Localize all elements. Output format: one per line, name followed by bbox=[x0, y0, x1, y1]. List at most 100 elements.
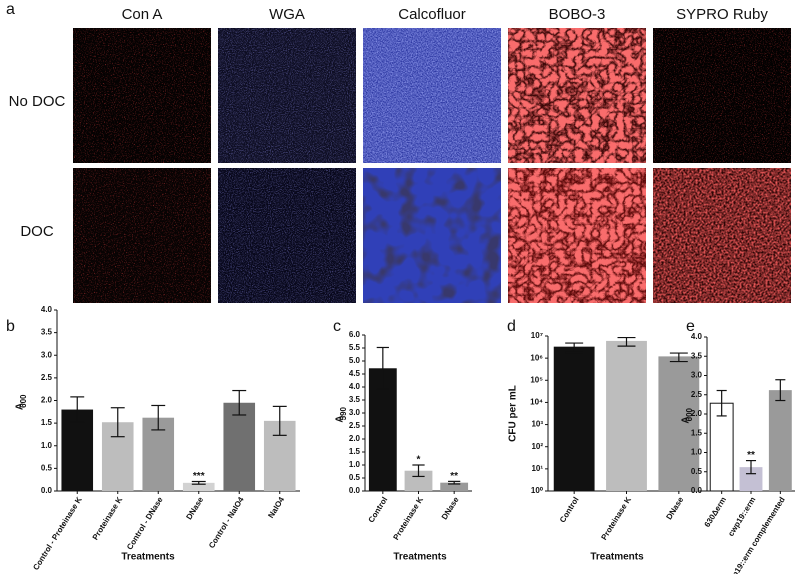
significance: * bbox=[417, 455, 421, 466]
bar bbox=[440, 482, 469, 491]
y-tick-label: 4.0 bbox=[41, 305, 53, 314]
bar bbox=[658, 356, 700, 491]
micrograph-texture bbox=[508, 28, 646, 163]
bar bbox=[182, 482, 215, 491]
error-bar bbox=[617, 336, 636, 347]
y-axis-label: A bbox=[15, 403, 26, 410]
x-tick-label: DNase bbox=[440, 495, 461, 521]
x-tick-label: Control - Proteinase K bbox=[31, 495, 84, 572]
column-header: BOBO-3 bbox=[549, 6, 606, 23]
y-tick-label: 1.5 bbox=[691, 428, 703, 437]
micrograph-texture bbox=[363, 168, 501, 303]
error-bar bbox=[232, 389, 247, 416]
y-axis-label-subscript: 590 bbox=[339, 406, 348, 420]
y-tick-label: 0.5 bbox=[691, 467, 703, 476]
y-tick-label: 10⁰ bbox=[531, 486, 544, 495]
y-tick-label: 1.0 bbox=[41, 441, 53, 450]
y-tick-label: 3.5 bbox=[691, 351, 703, 360]
y-axis-label-subscript: 600 bbox=[19, 394, 28, 408]
y-tick-label: 3.5 bbox=[41, 328, 53, 337]
error-bar bbox=[70, 396, 85, 423]
x-tick-label: 630Δerm bbox=[703, 495, 729, 528]
error-bar bbox=[191, 480, 206, 485]
panel-label: c bbox=[333, 318, 341, 335]
error-bar bbox=[376, 346, 389, 390]
y-tick-label: 0.0 bbox=[349, 486, 361, 495]
column-header: Con A bbox=[122, 6, 163, 23]
panel-label: a bbox=[6, 1, 15, 18]
panel-label: e bbox=[686, 318, 695, 335]
y-tick-label: 4.5 bbox=[349, 369, 361, 378]
micrograph-texture bbox=[508, 168, 646, 303]
y-tick-label: 1.0 bbox=[691, 448, 703, 457]
x-axis-label: Treatments bbox=[121, 552, 175, 563]
x-axis-label: Treatments bbox=[393, 552, 447, 563]
error-bar bbox=[716, 389, 727, 417]
y-tick-label: 2.5 bbox=[41, 373, 53, 382]
micrograph-texture bbox=[218, 168, 356, 303]
y-tick-label: 2.5 bbox=[349, 421, 361, 430]
significance: ** bbox=[450, 471, 458, 482]
error-bar bbox=[151, 404, 166, 431]
y-axis-label-subscript: 600 bbox=[685, 407, 694, 421]
y-tick-label: 0.0 bbox=[41, 486, 53, 495]
y-tick-label: 6.0 bbox=[349, 330, 361, 339]
micrograph-texture bbox=[653, 28, 791, 163]
micrograph-texture bbox=[73, 168, 211, 303]
y-tick-label: 10⁶ bbox=[530, 353, 543, 362]
micrograph-texture bbox=[73, 28, 211, 163]
significance: *** bbox=[193, 471, 205, 482]
row-label: DOC bbox=[20, 223, 54, 240]
y-tick-label: 10⁵ bbox=[530, 375, 543, 384]
bar bbox=[404, 470, 433, 491]
error-bar bbox=[448, 480, 461, 485]
column-header: SYPRO Ruby bbox=[676, 6, 768, 23]
y-axis-label: CFU per mL bbox=[508, 385, 519, 442]
x-tick-label: Control - DNase bbox=[125, 495, 165, 552]
micrograph-texture bbox=[653, 168, 791, 303]
x-tick-label: DNase bbox=[184, 495, 205, 521]
x-tick-label: Control bbox=[558, 495, 581, 524]
y-tick-label: 2.0 bbox=[691, 409, 703, 418]
y-tick-label: 2.0 bbox=[41, 396, 53, 405]
error-bar bbox=[745, 459, 757, 475]
x-tick-label: DNase bbox=[664, 495, 685, 521]
y-tick-label: 0.5 bbox=[41, 463, 53, 472]
significance: ** bbox=[747, 450, 755, 461]
panel-label: d bbox=[507, 318, 516, 335]
error-bar bbox=[565, 342, 584, 354]
y-axis-label: A bbox=[681, 416, 692, 423]
column-header: Calcofluor bbox=[398, 6, 466, 23]
y-tick-label: 0.5 bbox=[349, 473, 361, 482]
y-tick-label: 10² bbox=[531, 442, 543, 451]
error-bar bbox=[272, 405, 287, 436]
y-tick-label: 10¹ bbox=[531, 464, 543, 473]
x-axis-label: Treatments bbox=[590, 552, 644, 563]
micrographs bbox=[73, 28, 791, 303]
y-axis-label: A bbox=[335, 415, 346, 422]
y-tick-label: 2.5 bbox=[691, 390, 703, 399]
x-tick-label: Control bbox=[367, 495, 390, 524]
bar bbox=[553, 346, 595, 491]
x-tick-label: Control - NaIO4 bbox=[207, 495, 246, 550]
error-bar bbox=[110, 407, 125, 438]
panel-label: b bbox=[6, 318, 15, 335]
y-tick-label: 10³ bbox=[531, 420, 543, 429]
x-tick-label: NaIO4 bbox=[266, 495, 286, 520]
x-tick-label: Proteinase K bbox=[391, 495, 425, 541]
y-tick-label: 3.0 bbox=[691, 371, 703, 380]
y-tick-label: 4.0 bbox=[691, 332, 703, 341]
error-bar bbox=[412, 464, 425, 478]
y-tick-label: 1.0 bbox=[349, 460, 361, 469]
y-tick-label: 5.0 bbox=[349, 356, 361, 365]
error-bar bbox=[669, 352, 688, 363]
micrograph-texture bbox=[363, 28, 501, 163]
bar bbox=[768, 390, 792, 491]
x-tick-label: Proteinase K bbox=[91, 495, 125, 541]
y-tick-label: 1.5 bbox=[349, 447, 361, 456]
row-label: No DOC bbox=[9, 93, 66, 110]
bar bbox=[61, 409, 94, 491]
y-tick-label: 10⁷ bbox=[531, 331, 543, 340]
y-tick-label: 4.0 bbox=[349, 382, 361, 391]
